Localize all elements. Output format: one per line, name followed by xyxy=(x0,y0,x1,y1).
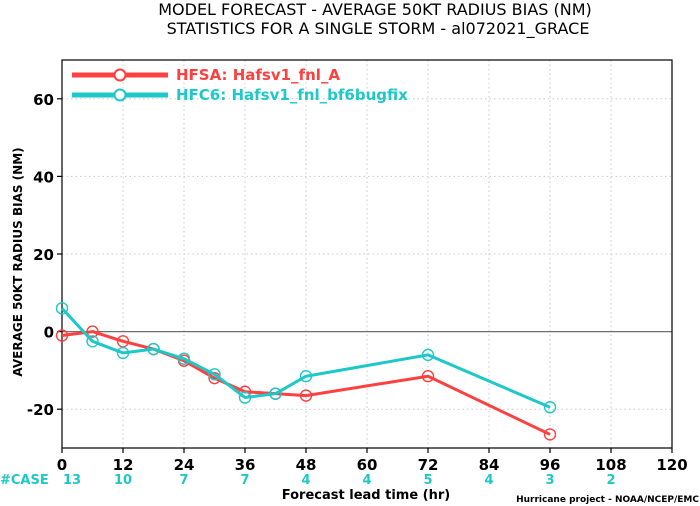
x-tick-label: 60 xyxy=(357,456,378,474)
x-tick-label: 120 xyxy=(656,456,687,474)
series-1-point xyxy=(421,370,435,383)
axes: 0 12 24 36 48 60 72 84 96 108 120 -20 0 20 40 60 xyxy=(27,59,688,474)
legend: HFSA: Hafsv1_fnl_A HFC6: Hafsv1_fnl_bf6bu… xyxy=(72,66,408,104)
x-tick-label: 0 xyxy=(57,456,67,474)
y-tick-label: -20 xyxy=(27,401,54,419)
y-axis-label: AVERAGE 50KT RADIUS BIAS (NM) xyxy=(11,147,25,376)
series-2-point xyxy=(543,401,557,414)
series-line-2 xyxy=(60,307,551,409)
series-1-point xyxy=(55,329,69,342)
case-count: 4 xyxy=(362,473,371,488)
legend-marker-1 xyxy=(113,68,127,82)
series-lines xyxy=(55,302,557,441)
legend-label-1: HFSA: Hafsv1_fnl_A xyxy=(176,66,340,84)
series-2-point xyxy=(208,368,221,381)
grid xyxy=(62,60,672,448)
case-count: 2 xyxy=(606,473,615,488)
credit-text: Hurricane project - NOAA/NCEP/EMC xyxy=(516,495,699,505)
series-1-point xyxy=(86,325,99,338)
x-tick-label: 84 xyxy=(479,456,500,474)
case-count: 4 xyxy=(484,473,493,488)
series-2-point xyxy=(147,342,160,356)
x-axis-label: Forecast lead time (hr) xyxy=(282,488,450,503)
case-count: 7 xyxy=(240,473,249,488)
series-1-point xyxy=(543,428,557,441)
case-count: 13 xyxy=(63,473,81,488)
case-count: 3 xyxy=(545,473,554,488)
case-count: 10 xyxy=(114,473,132,488)
series-line-1 xyxy=(61,330,551,436)
series-2-point xyxy=(55,302,69,315)
series-1-point xyxy=(299,389,313,402)
series-2-point xyxy=(421,348,435,362)
legend-label-2: HFC6: Hafsv1_fnl_bf6bugfix xyxy=(176,86,408,104)
y-tick-label: 20 xyxy=(33,246,54,264)
x-tick-label: 24 xyxy=(174,456,195,474)
y-tick-label: 0 xyxy=(44,324,54,342)
legend-marker-2 xyxy=(113,88,127,102)
case-counts: #CASE 13 10 7 7 4 4 5 4 3 2 xyxy=(0,473,616,488)
series-2-point xyxy=(177,352,191,365)
x-tick-label: 36 xyxy=(235,456,256,474)
y-tick-label: 60 xyxy=(33,91,54,109)
chart-subtitle: STATISTICS FOR A SINGLE STORM - al072021… xyxy=(167,19,590,39)
case-label: #CASE xyxy=(0,473,49,488)
series-2-point xyxy=(299,370,313,383)
chart-title: MODEL FORECAST - AVERAGE 50KT RADIUS BIA… xyxy=(158,0,592,19)
x-tick-label: 96 xyxy=(540,456,561,474)
case-count: 7 xyxy=(179,473,188,488)
series-2-point xyxy=(116,346,130,360)
series-2-point xyxy=(86,335,99,348)
series-2-point xyxy=(269,387,282,400)
x-tick-label: 12 xyxy=(113,456,134,474)
case-count: 5 xyxy=(423,473,432,488)
x-tick-label: 108 xyxy=(595,456,626,474)
case-count: 4 xyxy=(301,473,310,488)
x-tick-label: 48 xyxy=(296,456,317,474)
series-2-point xyxy=(238,391,252,404)
x-tick-label: 72 xyxy=(418,456,439,474)
y-tick-label: 40 xyxy=(33,168,54,186)
